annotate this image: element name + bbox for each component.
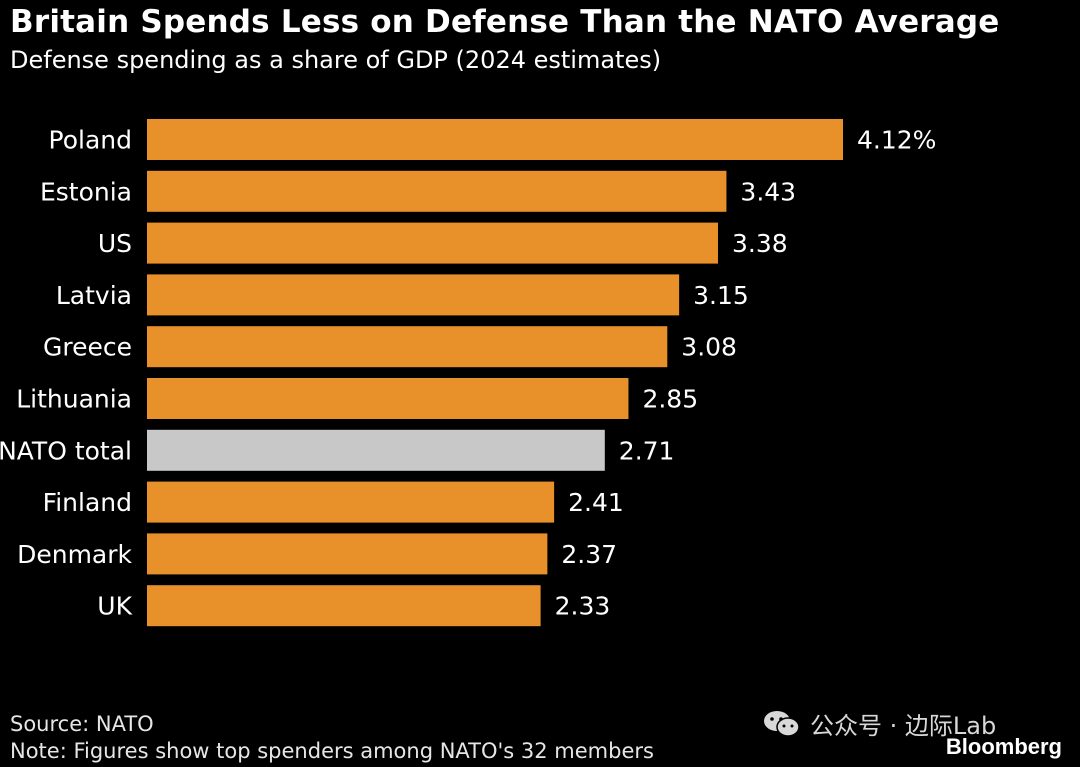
value-label-latvia: 3.15	[693, 281, 749, 310]
category-label-estonia: Estonia	[40, 177, 132, 206]
bar-poland	[147, 119, 843, 160]
bar-nato-total	[147, 429, 605, 471]
wechat-icon	[764, 710, 800, 737]
chart-subtitle: Defense spending as a share of GDP (2024…	[10, 46, 662, 74]
category-label-denmark: Denmark	[17, 540, 132, 569]
bar-latvia	[147, 274, 680, 316]
bar-denmark	[147, 533, 548, 575]
bar-estonia	[147, 170, 727, 212]
value-label-greece: 3.08	[681, 333, 737, 362]
value-label-poland: 4.12%	[857, 126, 936, 155]
value-label-us: 3.38	[732, 229, 788, 258]
bar-finland	[147, 481, 555, 523]
bloomberg-logo: Bloomberg	[945, 734, 1062, 759]
watermark-text: 公众号 · 边际Lab	[810, 712, 997, 740]
category-label-poland: Poland	[49, 126, 132, 155]
footnote: Note: Figures show top spenders among NA…	[10, 739, 654, 763]
bar-us	[147, 222, 718, 264]
category-label-us: US	[98, 229, 132, 258]
category-label-uk: UK	[97, 592, 132, 621]
bar-lithuania	[147, 378, 629, 419]
value-label-finland: 2.41	[568, 488, 624, 517]
category-label-greece: Greece	[43, 333, 132, 362]
bar-chart: Poland 4.12% Estonia 3.43 US 3.38 Latvia 3.15 Gr…	[0, 119, 936, 627]
source-note: Source: NATO	[10, 712, 154, 736]
value-label-nato-total: 2.71	[619, 436, 675, 465]
value-label-denmark: 2.37	[561, 540, 617, 569]
category-label-nato-total: NATO total	[0, 436, 132, 465]
category-label-latvia: Latvia	[56, 281, 132, 310]
category-label-lithuania: Lithuania	[16, 385, 132, 414]
value-label-lithuania: 2.85	[642, 385, 698, 414]
value-label-uk: 2.33	[555, 592, 611, 621]
bar-greece	[147, 326, 668, 368]
value-label-estonia: 3.43	[740, 177, 796, 206]
bar-uk	[147, 585, 541, 627]
watermark: 公众号 · 边际Lab	[762, 706, 996, 741]
category-label-finland: Finland	[43, 488, 132, 517]
chart-title: Britain Spends Less on Defense Than the …	[10, 4, 1000, 40]
